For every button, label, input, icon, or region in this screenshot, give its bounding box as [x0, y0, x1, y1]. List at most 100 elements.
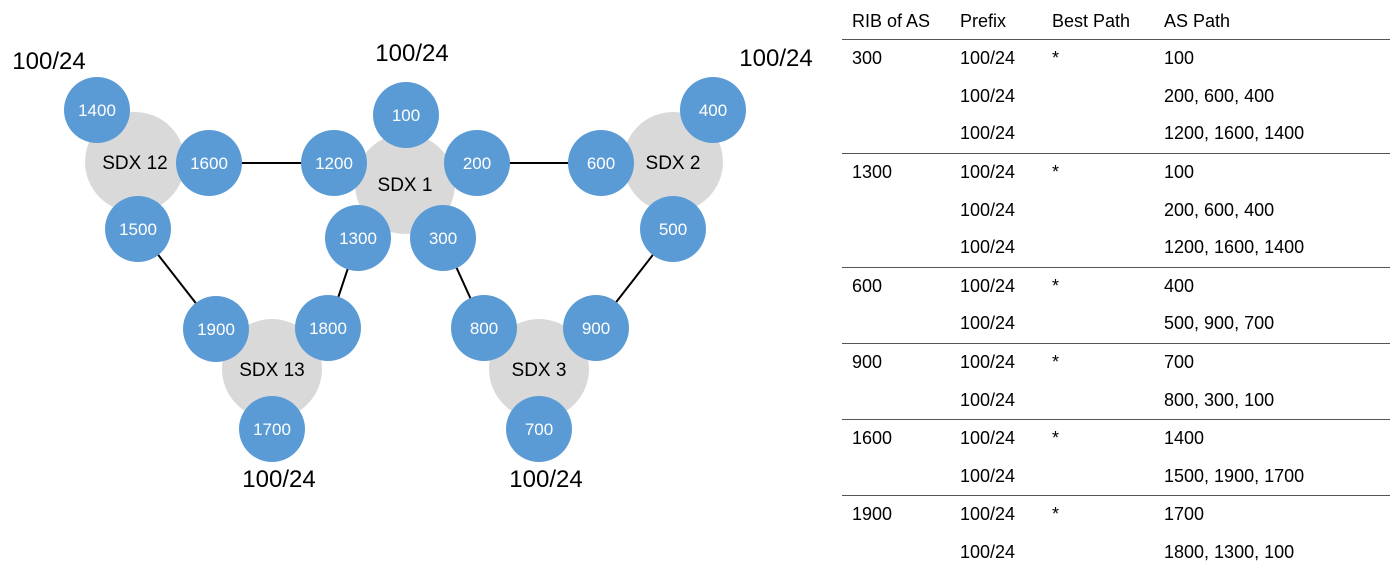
rib-as-cell: 1300 — [842, 153, 950, 191]
table-row: 100/24 1200, 1600, 1400 — [842, 115, 1390, 153]
rib-as-cell — [842, 381, 950, 419]
prefix-cell: 100/24 — [950, 229, 1042, 267]
as1200-label: 1200 — [315, 154, 353, 173]
as1700-label: 1700 — [253, 420, 291, 439]
as-path-cell: 400 — [1154, 267, 1390, 305]
as-path-cell: 1200, 1600, 1400 — [1154, 115, 1390, 153]
sdx1-label: SDX 1 — [378, 175, 433, 196]
prefix-cell: 100/24 — [950, 78, 1042, 116]
best-path-cell — [1042, 191, 1154, 229]
as-path-cell: 200, 600, 400 — [1154, 78, 1390, 116]
table-row: 100/24 500, 900, 700 — [842, 305, 1390, 343]
table-row: 100/24 1200, 1600, 1400 — [842, 229, 1390, 267]
best-path-cell: * — [1042, 419, 1154, 457]
as-path-cell: 500, 900, 700 — [1154, 305, 1390, 343]
best-path-cell — [1042, 381, 1154, 419]
rib-as-cell — [842, 115, 950, 153]
as500-label: 500 — [659, 220, 687, 239]
rib-as-cell — [842, 229, 950, 267]
as700-label: 700 — [525, 420, 553, 439]
best-path-cell — [1042, 305, 1154, 343]
as-path-cell: 700 — [1154, 343, 1390, 381]
sdx12-label: SDX 12 — [102, 153, 167, 174]
header-rib-of-as: RIB of AS — [842, 4, 950, 40]
best-path-cell: * — [1042, 343, 1154, 381]
prefix-cell: 100/24 — [950, 153, 1042, 191]
as900-label: 900 — [582, 319, 610, 338]
as1900-label: 1900 — [197, 320, 235, 339]
as-path-cell: 1400 — [1154, 419, 1390, 457]
as1600-label: 1600 — [190, 154, 228, 173]
rib-as-cell — [842, 78, 950, 116]
table-header-row: RIB of AS Prefix Best Path AS Path — [842, 4, 1390, 40]
as600-label: 600 — [587, 154, 615, 173]
sdx13-label: SDX 13 — [239, 360, 304, 381]
prefix-cell: 100/24 — [950, 419, 1042, 457]
as100-label: 100 — [392, 106, 420, 125]
header-prefix: Prefix — [950, 4, 1042, 40]
as-path-cell: 800, 300, 100 — [1154, 381, 1390, 419]
as-path-cell: 1800, 1300, 100 — [1154, 534, 1390, 571]
header-best-path: Best Path — [1042, 4, 1154, 40]
rib-as-cell: 600 — [842, 267, 950, 305]
prefix-cell: 100/24 — [950, 267, 1042, 305]
best-path-cell — [1042, 534, 1154, 571]
as200-label: 200 — [463, 154, 491, 173]
as-path-cell: 200, 600, 400 — [1154, 191, 1390, 229]
best-path-cell — [1042, 78, 1154, 116]
prefix-label-p100: 100/24 — [375, 40, 448, 67]
best-path-cell — [1042, 458, 1154, 496]
prefix-label-p1400: 100/24 — [12, 48, 85, 75]
best-path-cell — [1042, 115, 1154, 153]
prefix-cell: 100/24 — [950, 191, 1042, 229]
table-row: 100/24 1500, 1900, 1700 — [842, 458, 1390, 496]
best-path-cell: * — [1042, 267, 1154, 305]
best-path-cell: * — [1042, 496, 1154, 534]
sdx2-label: SDX 2 — [646, 153, 701, 174]
prefix-cell: 100/24 — [950, 458, 1042, 496]
as1300-label: 1300 — [339, 229, 377, 248]
as800-label: 800 — [470, 319, 498, 338]
table-row: 100/24 800, 300, 100 — [842, 381, 1390, 419]
table-row: 100/24 200, 600, 400 — [842, 78, 1390, 116]
rib-as-cell — [842, 305, 950, 343]
as1400-label: 1400 — [78, 101, 116, 120]
as1800-label: 1800 — [309, 319, 347, 338]
as-path-cell: 1700 — [1154, 496, 1390, 534]
prefix-cell: 100/24 — [950, 534, 1042, 571]
best-path-cell: * — [1042, 40, 1154, 78]
prefix-cell: 100/24 — [950, 305, 1042, 343]
prefix-label-p400: 100/24 — [739, 45, 812, 72]
rib-as-cell — [842, 534, 950, 571]
header-as-path: AS Path — [1154, 4, 1390, 40]
prefix-cell: 100/24 — [950, 115, 1042, 153]
rib-as-cell: 300 — [842, 40, 950, 78]
rib-as-cell: 1900 — [842, 496, 950, 534]
prefix-label-p700: 100/24 — [509, 466, 582, 493]
as-path-cell: 1500, 1900, 1700 — [1154, 458, 1390, 496]
as300-label: 300 — [429, 229, 457, 248]
prefix-cell: 100/24 — [950, 381, 1042, 419]
rib-as-cell — [842, 458, 950, 496]
table-row: 100/24 200, 600, 400 — [842, 191, 1390, 229]
rib-as-cell: 900 — [842, 343, 950, 381]
as-path-cell: 100 — [1154, 153, 1390, 191]
as-path-cell: 100 — [1154, 40, 1390, 78]
prefix-cell: 100/24 — [950, 496, 1042, 534]
prefix-cell: 100/24 — [950, 343, 1042, 381]
best-path-cell — [1042, 229, 1154, 267]
as-path-cell: 1200, 1600, 1400 — [1154, 229, 1390, 267]
table-row: 100/24 1800, 1300, 100 — [842, 534, 1390, 571]
as1500-label: 1500 — [119, 220, 157, 239]
best-path-cell: * — [1042, 153, 1154, 191]
prefix-cell: 100/24 — [950, 40, 1042, 78]
